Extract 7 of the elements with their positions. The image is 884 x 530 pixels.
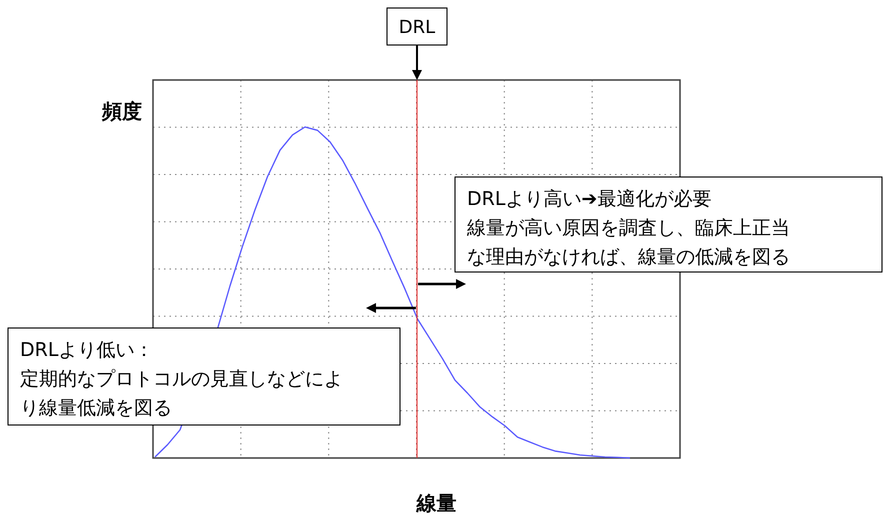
x-axis-title: 線量: [416, 491, 456, 515]
y-axis-title: 頻度: [101, 99, 142, 123]
annotation: DRLより高い➔最適化が必要: [467, 188, 712, 210]
annotation: 定期的なプロトコルの見直しなどにより線量低減を図る: [20, 368, 343, 419]
text: DRL: [398, 17, 436, 38]
annotation: 線量が高い原因を調査し、臨床上正当な理由がなければ、線量の低減を図る: [466, 217, 790, 268]
annotation: DRLより低い：: [20, 339, 154, 361]
